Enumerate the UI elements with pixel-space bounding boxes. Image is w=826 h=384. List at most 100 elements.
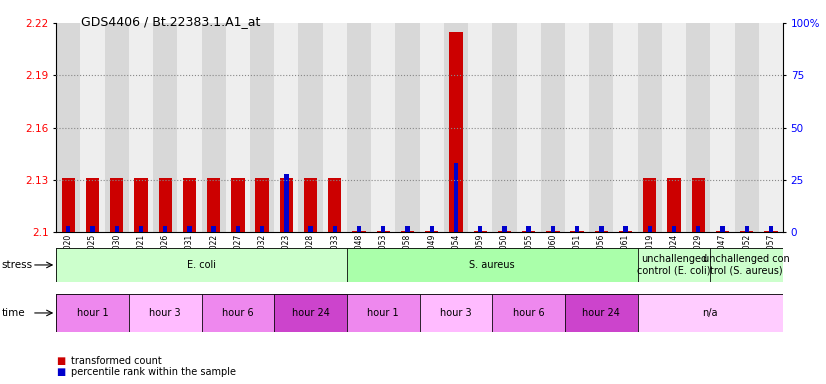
Bar (260, 226, 264, 232)
Bar (551, 226, 555, 232)
Bar (686, 23, 710, 232)
Text: hour 3: hour 3 (150, 308, 181, 318)
Text: unchallenged
control (E. coli): unchallenged control (E. coli) (638, 254, 710, 276)
Bar (135, 178, 148, 232)
Text: stress: stress (2, 260, 33, 270)
Text: hour 3: hour 3 (440, 308, 472, 318)
Bar (769, 226, 773, 232)
Bar (716, 230, 729, 232)
Bar (274, 294, 347, 332)
Text: hour 24: hour 24 (292, 308, 330, 318)
Bar (468, 23, 492, 232)
Text: hour 1: hour 1 (77, 308, 108, 318)
Bar (202, 294, 274, 332)
Text: percentile rank within the sample: percentile rank within the sample (71, 367, 236, 377)
Bar (740, 230, 753, 232)
Bar (498, 230, 511, 232)
Text: time: time (2, 308, 26, 318)
Bar (449, 32, 463, 232)
Text: hour 1: hour 1 (368, 308, 399, 318)
Bar (744, 226, 749, 232)
Bar (667, 178, 681, 232)
Bar (163, 226, 168, 232)
Bar (66, 226, 70, 232)
Bar (759, 23, 783, 232)
Bar (595, 230, 608, 232)
Bar (255, 178, 268, 232)
Bar (502, 226, 506, 232)
Bar (406, 226, 410, 232)
Text: hour 24: hour 24 (582, 308, 620, 318)
Bar (599, 226, 604, 232)
Bar (178, 23, 202, 232)
Bar (619, 230, 632, 232)
Bar (207, 178, 221, 232)
Bar (526, 226, 531, 232)
Bar (425, 230, 439, 232)
Bar (643, 178, 657, 232)
Bar (492, 294, 565, 332)
Text: hour 6: hour 6 (222, 308, 254, 318)
Bar (56, 23, 80, 232)
Bar (478, 226, 482, 232)
Text: transformed count: transformed count (71, 356, 162, 366)
Bar (516, 23, 541, 232)
Bar (565, 23, 589, 232)
Bar (575, 226, 579, 232)
Bar (453, 163, 458, 232)
Bar (764, 230, 777, 232)
Bar (347, 248, 638, 282)
Bar (129, 294, 202, 332)
Bar (129, 23, 153, 232)
Bar (347, 23, 371, 232)
Bar (377, 230, 390, 232)
Text: S. aureus: S. aureus (469, 260, 515, 270)
Bar (90, 226, 95, 232)
Bar (522, 230, 535, 232)
Bar (691, 178, 705, 232)
Bar (638, 248, 710, 282)
Text: unchallenged con
trol (S. aureus): unchallenged con trol (S. aureus) (703, 254, 790, 276)
Bar (430, 226, 434, 232)
Bar (188, 226, 192, 232)
Bar (624, 226, 628, 232)
Bar (56, 248, 347, 282)
Bar (420, 23, 444, 232)
Bar (250, 23, 274, 232)
Bar (110, 178, 123, 232)
Bar (571, 230, 584, 232)
Bar (274, 23, 298, 232)
Bar (710, 23, 734, 232)
Text: n/a: n/a (703, 308, 718, 318)
Bar (304, 178, 317, 232)
Bar (672, 226, 676, 232)
Bar (638, 23, 662, 232)
Bar (328, 178, 341, 232)
Bar (235, 226, 240, 232)
Text: E. coli: E. coli (187, 260, 216, 270)
Bar (401, 230, 414, 232)
Bar (381, 226, 386, 232)
Bar (396, 23, 420, 232)
Bar (473, 230, 487, 232)
Bar (492, 23, 516, 232)
Bar (183, 178, 196, 232)
Text: GDS4406 / Bt.22383.1.A1_at: GDS4406 / Bt.22383.1.A1_at (81, 15, 260, 28)
Bar (333, 226, 337, 232)
Bar (347, 294, 420, 332)
Bar (225, 23, 250, 232)
Bar (56, 294, 783, 332)
Bar (710, 248, 783, 282)
Bar (105, 23, 129, 232)
Bar (444, 23, 468, 232)
Bar (86, 178, 99, 232)
Bar (56, 294, 129, 332)
Bar (589, 23, 614, 232)
Bar (648, 226, 652, 232)
Bar (211, 226, 216, 232)
Bar (734, 23, 759, 232)
Bar (298, 23, 323, 232)
Bar (115, 226, 119, 232)
Bar (353, 230, 366, 232)
Bar (696, 226, 700, 232)
